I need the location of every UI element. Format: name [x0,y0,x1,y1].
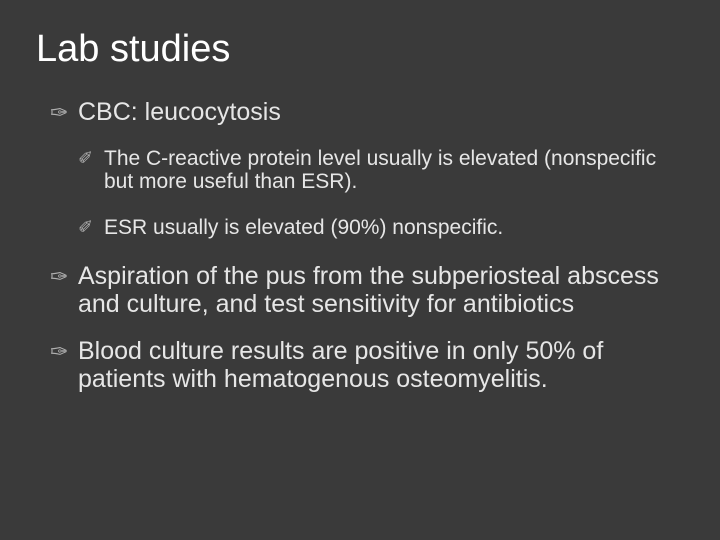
list-item-text: ESR usually is elevated (90%) nonspecifi… [104,216,670,240]
list-item: ✑ Blood culture results are positive in … [50,338,670,393]
list-item-text: Blood culture results are positive in on… [78,338,670,393]
bullet-icon: ✐ [78,216,104,239]
list-item: ✐ The C-reactive protein level usually i… [78,147,670,194]
list-item: ✑ Aspiration of the pus from the subperi… [50,263,670,318]
slide: Lab studies ✑ CBC: leucocytosis ✐ The C-… [0,0,720,540]
list-item: ✐ ESR usually is elevated (90%) nonspeci… [78,216,670,240]
bullet-icon: ✑ [50,338,78,366]
slide-title: Lab studies [36,28,670,71]
sublist: ✐ The C-reactive protein level usually i… [78,147,670,240]
list-item-text: The C-reactive protein level usually is … [104,147,670,194]
list-item-text: CBC: leucocytosis [78,99,670,127]
bullet-icon: ✐ [78,147,104,170]
bullet-icon: ✑ [50,263,78,291]
bullet-icon: ✑ [50,99,78,127]
list-item: ✑ CBC: leucocytosis [50,99,670,127]
list-item-text: Aspiration of the pus from the subperios… [78,263,670,318]
